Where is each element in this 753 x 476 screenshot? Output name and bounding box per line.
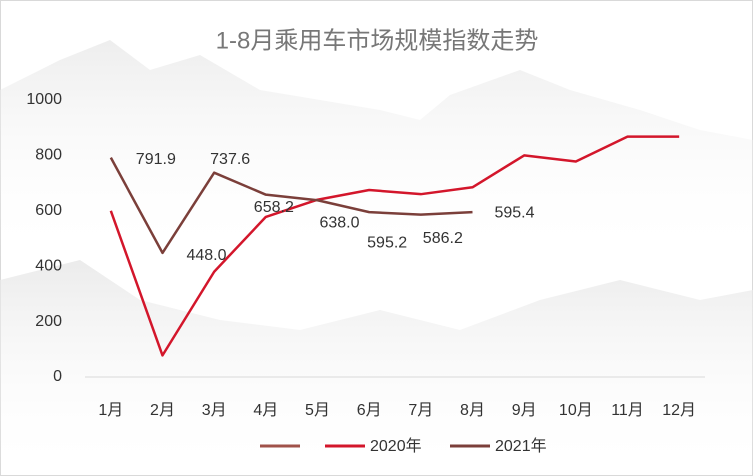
- data-label: 658.2: [254, 199, 294, 216]
- data-label: 638.0: [319, 214, 359, 231]
- x-tick-label: 3月: [202, 402, 227, 419]
- series-line: [109, 157, 473, 255]
- data-label: 737.6: [210, 151, 250, 168]
- data-label: 595.2: [367, 234, 407, 251]
- data-label: 791.9: [136, 151, 176, 168]
- data-label: 586.2: [423, 230, 463, 247]
- x-tick-label: 8月: [460, 402, 485, 419]
- y-tick-label: 800: [35, 147, 62, 164]
- y-tick-label: 600: [35, 202, 62, 219]
- x-tick-label: 5月: [305, 402, 330, 419]
- y-tick-label: 200: [35, 313, 62, 330]
- chart-title: 1-8月乘用车市场规模指数走势: [216, 27, 539, 54]
- y-tick-label: 400: [35, 257, 62, 274]
- data-label: 448.0: [186, 247, 226, 264]
- legend-label: 2020年: [370, 437, 422, 455]
- series-line: [109, 135, 680, 357]
- x-tick-label: 10月: [559, 402, 593, 419]
- x-tick-label: 7月: [408, 402, 433, 419]
- x-tick-label: 1月: [98, 402, 123, 419]
- legend-label: 2021年: [495, 437, 547, 455]
- x-tick-label: 2月: [150, 402, 175, 419]
- x-tick-label: 9月: [512, 402, 537, 419]
- x-tick-label: 12月: [662, 402, 696, 419]
- data-label: 595.4: [494, 204, 534, 221]
- x-tick-label: 4月: [253, 402, 278, 419]
- x-tick-label: 6月: [357, 402, 382, 419]
- y-tick-label: 1000: [26, 91, 62, 108]
- x-tick-label: 11月: [611, 402, 644, 419]
- y-tick-label: 0: [53, 368, 62, 385]
- mountain: [0, 40, 753, 260]
